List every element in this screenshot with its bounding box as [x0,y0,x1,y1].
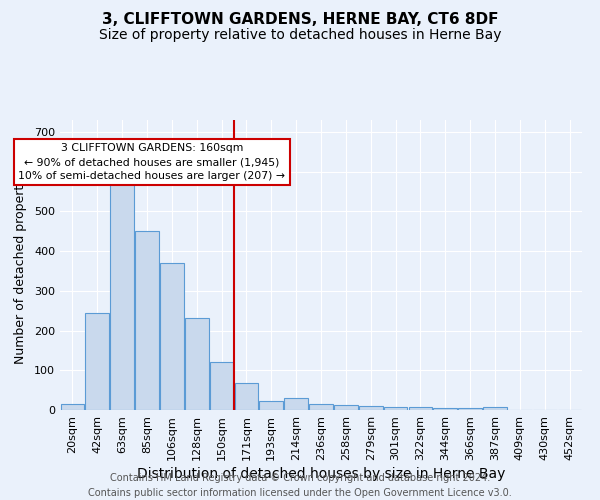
Text: 3, CLIFFTOWN GARDENS, HERNE BAY, CT6 8DF: 3, CLIFFTOWN GARDENS, HERNE BAY, CT6 8DF [102,12,498,28]
Bar [61,404,84,410]
Text: 3 CLIFFTOWN GARDENS: 160sqm
← 90% of detached houses are smaller (1,945)
10% of : 3 CLIFFTOWN GARDENS: 160sqm ← 90% of det… [19,143,286,181]
Bar [259,402,283,410]
Bar [110,172,134,410]
Bar [210,362,233,410]
Bar [409,407,432,410]
Bar [160,263,184,410]
Text: Contains HM Land Registry data © Crown copyright and database right 2024.
Contai: Contains HM Land Registry data © Crown c… [88,472,512,498]
Bar [284,398,308,410]
Bar [85,314,109,410]
Bar [334,405,358,410]
Bar [185,318,209,410]
Bar [458,408,482,410]
Text: Size of property relative to detached houses in Herne Bay: Size of property relative to detached ho… [99,28,501,42]
Bar [483,407,507,410]
Bar [384,407,407,410]
Bar [235,384,258,410]
Bar [135,231,159,410]
Bar [359,406,383,410]
Bar [309,404,333,410]
Y-axis label: Number of detached properties: Number of detached properties [14,166,27,364]
X-axis label: Distribution of detached houses by size in Herne Bay: Distribution of detached houses by size … [137,467,505,481]
Bar [433,408,457,410]
